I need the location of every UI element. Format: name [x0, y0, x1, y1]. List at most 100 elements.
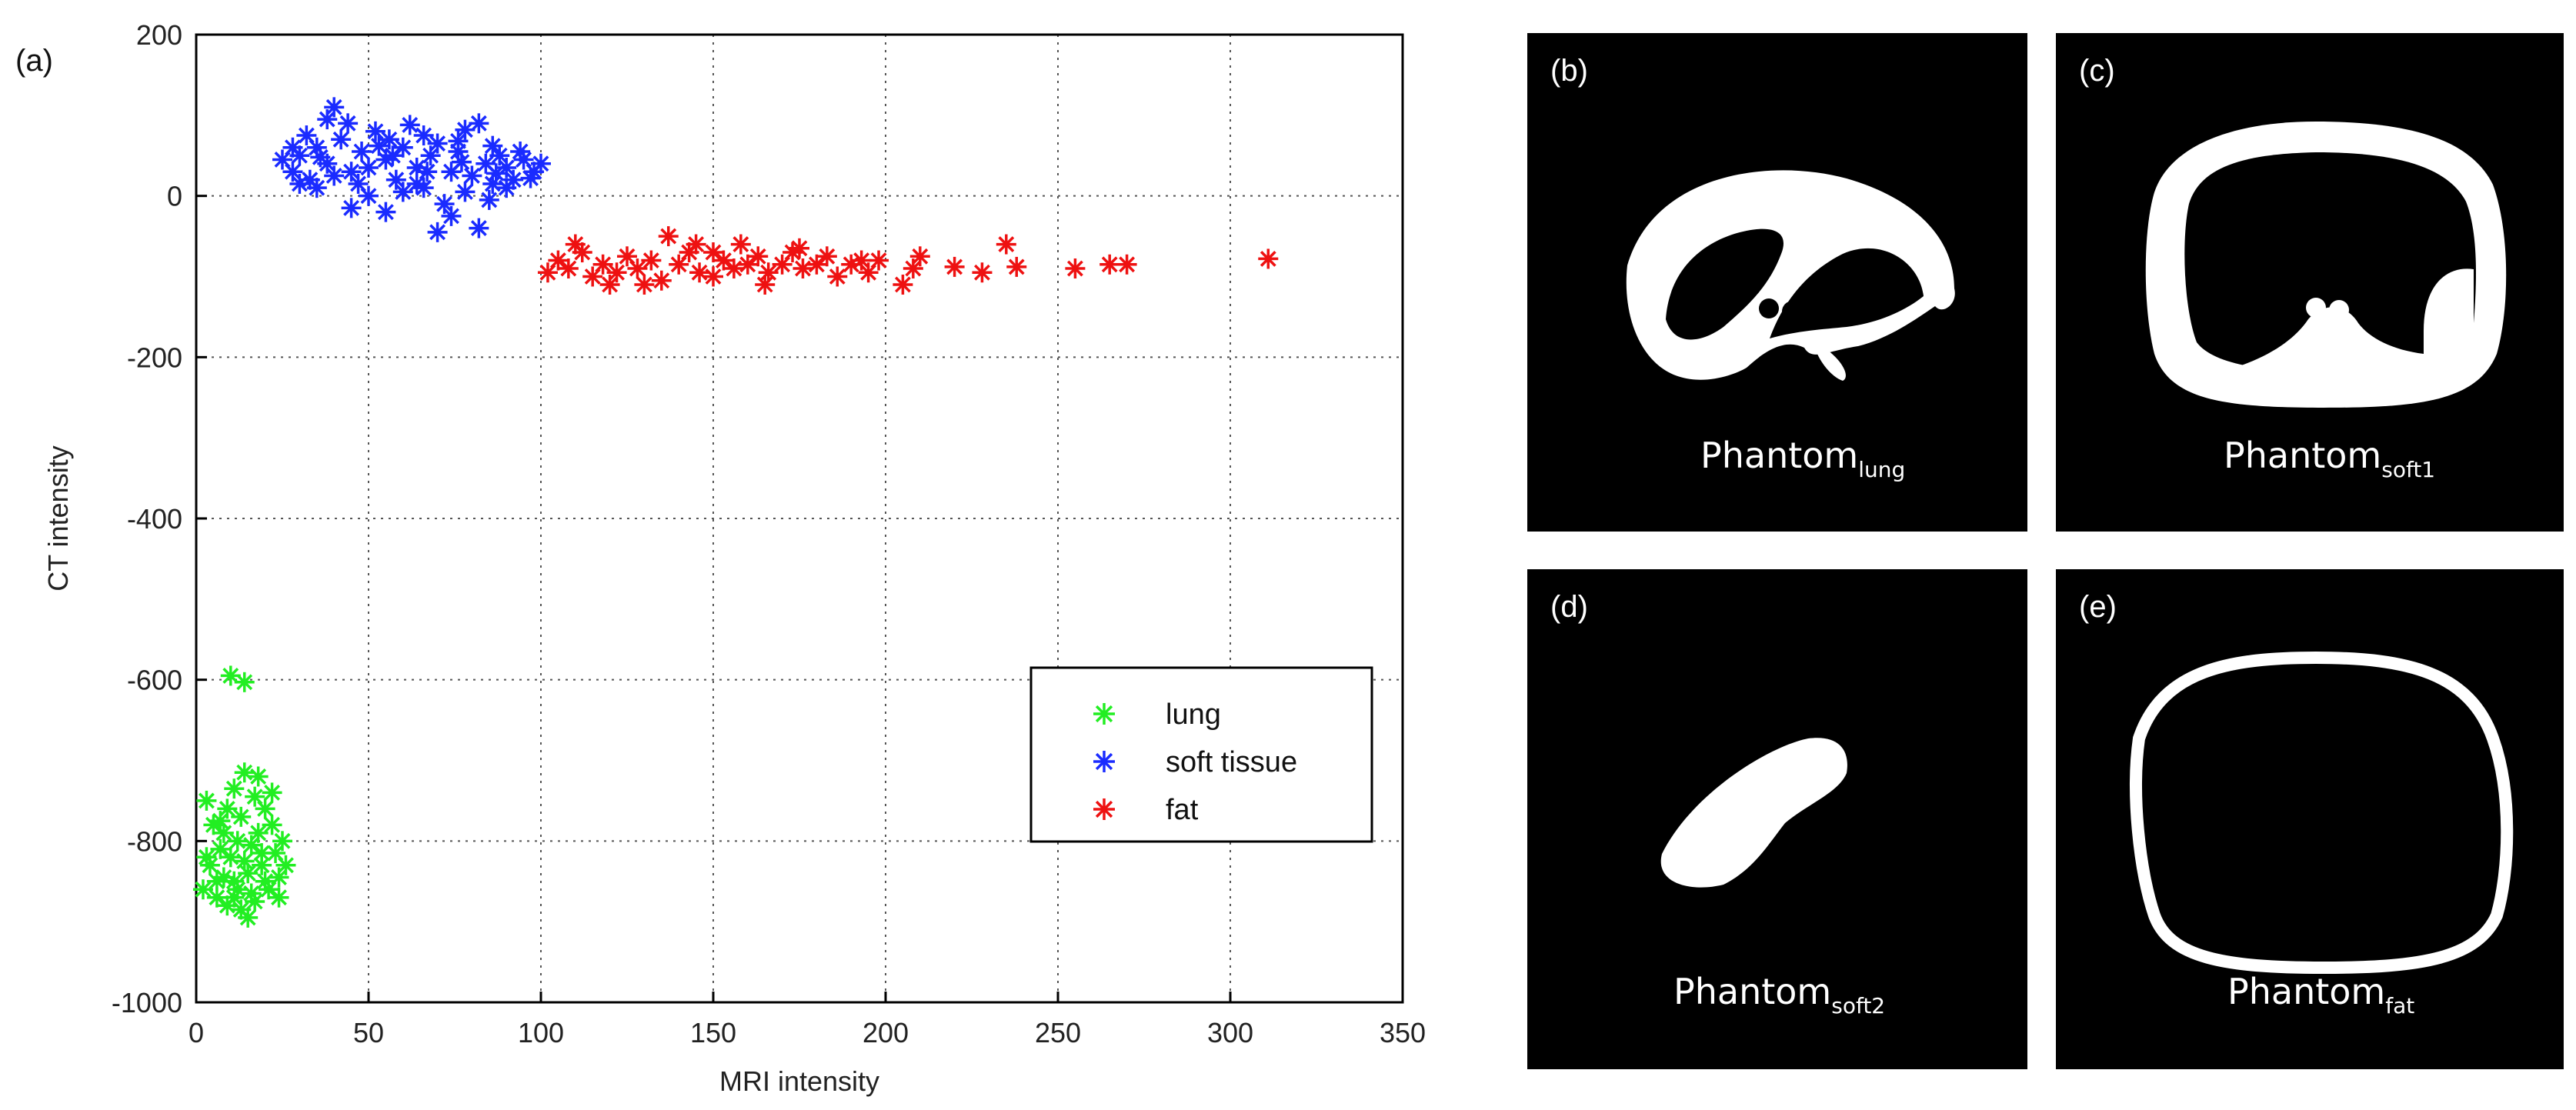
- point-soft-tissue: [352, 142, 372, 162]
- point-soft-tissue: [359, 157, 379, 178]
- scatter-plot: (a) 0 50 100 150 200 250 300 350 200 0 -200 -400 -6…: [15, 19, 1426, 1097]
- point-lung: [272, 831, 292, 852]
- point-soft-tissue: [338, 113, 359, 134]
- legend-label-soft-tissue: soft tissue: [1166, 746, 1297, 778]
- fat-phantom-ring: [2130, 651, 2514, 975]
- y-tick-label: -200: [127, 342, 182, 373]
- point-soft-tissue: [462, 165, 482, 186]
- point-fat: [1006, 256, 1027, 277]
- point-fat: [789, 238, 809, 258]
- point-lung: [262, 782, 282, 803]
- point-fat: [627, 258, 648, 279]
- point-soft-tissue: [392, 182, 413, 202]
- point-lung: [210, 838, 231, 859]
- y-tick-label: 200: [136, 19, 182, 51]
- point-lung: [234, 762, 255, 783]
- point-fat: [723, 258, 744, 279]
- point-fat: [816, 246, 837, 267]
- point-lung: [248, 766, 269, 787]
- point-fat: [1099, 254, 1120, 275]
- point-lung: [192, 879, 213, 900]
- point-soft-tissue: [331, 129, 352, 150]
- y-axis-label: CT intensity: [42, 445, 74, 591]
- point-fat: [548, 250, 569, 271]
- point-soft-tissue: [289, 173, 310, 194]
- point-fat: [582, 266, 603, 287]
- point-soft-tissue: [479, 189, 499, 210]
- point-fat: [903, 258, 923, 279]
- point-fat: [737, 254, 758, 275]
- point-soft-tissue: [455, 182, 475, 202]
- point-soft-tissue: [282, 137, 303, 158]
- point-soft-tissue: [348, 173, 369, 194]
- data-points: [192, 97, 1279, 928]
- y-tick-label: -800: [127, 825, 182, 857]
- y-tick-label: 0: [167, 181, 182, 212]
- point-soft-tissue: [310, 147, 331, 168]
- point-soft-tissue: [486, 163, 506, 184]
- caption-d: Phantomsoft2: [1673, 971, 1885, 1018]
- y-tick-label: -600: [127, 665, 182, 696]
- point-fat: [641, 250, 662, 271]
- point-soft-tissue: [451, 152, 472, 172]
- point-lung: [220, 847, 241, 868]
- panel-label-a: (a): [15, 44, 53, 78]
- point-soft-tissue: [392, 137, 413, 158]
- point-fat: [703, 266, 723, 287]
- panel-b: (b) Phantomlung: [1527, 33, 2027, 532]
- point-fat: [944, 256, 965, 277]
- panel-c: (c) Phantomsoft1: [2056, 33, 2564, 532]
- y-axis-ticks: 200 0 -200 -400 -600 -800 -1000: [112, 19, 207, 1018]
- point-soft-tissue: [496, 178, 517, 198]
- legend: lung soft tissue fat: [1029, 666, 1373, 843]
- point-fat: [869, 250, 889, 271]
- legend-label-fat: fat: [1166, 794, 1199, 826]
- y-tick-label: -400: [127, 503, 182, 535]
- x-axis-ticks: 0 50 100 150 200 250 300 350: [189, 992, 1426, 1048]
- point-soft-tissue: [531, 153, 551, 174]
- panel-label-c: (c): [2079, 54, 2115, 88]
- point-soft-tissue: [282, 162, 303, 182]
- point-soft-tissue: [413, 125, 434, 146]
- point-lung: [224, 887, 245, 908]
- point-soft-tissue: [427, 222, 448, 242]
- caption-c: Phantomsoft1: [2224, 435, 2435, 482]
- soft2-phantom-shape: [1660, 738, 1847, 888]
- legend-box: [1029, 666, 1373, 843]
- point-soft-tissue: [482, 135, 503, 156]
- x-tick-label: 250: [1035, 1017, 1081, 1048]
- point-soft-tissue: [324, 165, 345, 186]
- point-soft-tissue: [375, 202, 396, 222]
- point-soft-tissue: [417, 162, 438, 182]
- x-tick-label: 0: [189, 1017, 204, 1048]
- point-lung: [210, 811, 231, 832]
- x-tick-label: 50: [353, 1017, 384, 1048]
- x-axis-label: MRI intensity: [719, 1065, 879, 1097]
- point-lung: [262, 815, 282, 835]
- point-soft-tissue: [510, 142, 531, 162]
- panel-e: (e) Phantomfat: [2056, 569, 2564, 1069]
- point-lung: [269, 887, 289, 908]
- point-fat: [658, 226, 679, 247]
- x-tick-label: 300: [1207, 1017, 1253, 1048]
- point-fat: [827, 266, 848, 287]
- point-lung: [206, 871, 227, 892]
- point-soft-tissue: [359, 185, 379, 206]
- point-lung: [255, 871, 275, 892]
- x-tick-label: 350: [1380, 1017, 1426, 1048]
- point-soft-tissue: [306, 178, 327, 198]
- point-fat: [703, 242, 723, 263]
- point-soft-tissue: [399, 115, 420, 135]
- point-fat: [909, 246, 930, 267]
- point-soft-tissue: [469, 218, 489, 238]
- point-fat: [748, 246, 769, 267]
- point-fat: [1258, 248, 1279, 269]
- point-soft-tissue: [427, 133, 448, 154]
- panel-label-d: (d): [1550, 590, 1588, 624]
- panel-label-b: (b): [1550, 54, 1588, 88]
- point-soft-tissue: [341, 198, 362, 218]
- point-soft-tissue: [379, 129, 399, 150]
- caption-e: Phantomfat: [2227, 971, 2414, 1018]
- y-tick-label: -1000: [112, 987, 182, 1018]
